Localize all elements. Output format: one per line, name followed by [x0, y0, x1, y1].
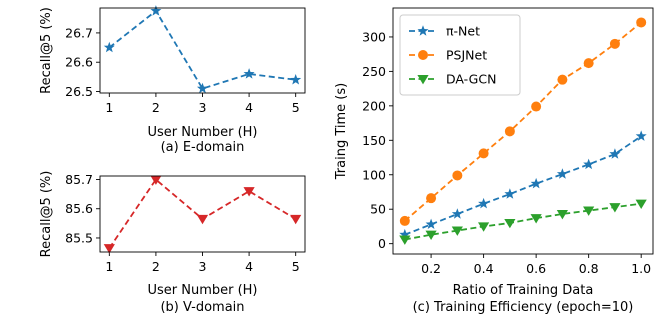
- data-point: [150, 5, 162, 16]
- data-point: [635, 130, 647, 141]
- data-point: [425, 230, 437, 241]
- data-point: [290, 214, 302, 225]
- data-point: [196, 82, 209, 94]
- data-point: [243, 68, 255, 79]
- data-point: [196, 214, 209, 225]
- series-line-1: [404, 21, 642, 222]
- y-tick-label: 100: [362, 167, 386, 182]
- data-point: [103, 244, 115, 254]
- x-tick-label: 0.8: [579, 261, 599, 276]
- plot-frame: [99, 7, 306, 94]
- data-point: [557, 74, 568, 85]
- x-tick-label: 4: [245, 259, 253, 274]
- x-tick-label: 3: [199, 100, 207, 115]
- data-point: [452, 170, 463, 181]
- data-point: [531, 101, 542, 112]
- series-line-0: [108, 178, 297, 249]
- panel-caption: (a) E-domain: [161, 140, 245, 155]
- panel-caption: (c) Training Efficiency (epoch=10): [413, 300, 634, 315]
- legend-marker: [417, 25, 429, 36]
- data-point: [556, 168, 568, 179]
- plot-frame: [99, 175, 306, 253]
- data-point: [609, 203, 621, 213]
- y-tick-label: 200: [362, 98, 386, 113]
- data-point: [451, 226, 463, 236]
- data-point: [426, 193, 437, 204]
- legend-marker: [418, 50, 428, 60]
- chart-panel-training-efficiency: 0.2 0.4 0.6 0.8 1.0 0 50 100 150 200 250 300 Ratio o…: [334, 7, 654, 315]
- data-point: [583, 158, 595, 170]
- y-tick-label: 26.7: [65, 25, 93, 40]
- data-point: [583, 58, 594, 69]
- data-point: [478, 197, 490, 209]
- x-tick-label: 0.4: [474, 261, 494, 276]
- y-tick-label: 85.6: [65, 201, 93, 216]
- x-tick-label: 4: [245, 100, 253, 115]
- x-tick-label: 0.2: [421, 261, 441, 276]
- x-tick-label: 0.6: [526, 261, 546, 276]
- y-tick-label: 150: [362, 133, 386, 148]
- plot-frame: [392, 7, 654, 255]
- data-point: [583, 206, 595, 216]
- x-tick-label: 2: [152, 259, 160, 274]
- data-point: [399, 228, 411, 240]
- y-tick-label: 26.6: [65, 55, 93, 70]
- x-tick-label: 5: [292, 259, 300, 274]
- x-axis-label: User Number (H): [147, 283, 257, 298]
- legend-label: DA-GCN: [446, 72, 496, 87]
- chart-panel-e-domain: 1 2 3 4 5 26.5 26.6 26.7 User Number (H) Recall@5…: [39, 5, 306, 155]
- series-line-2: [404, 202, 642, 241]
- panel-caption: (b) V-domain: [160, 300, 244, 315]
- x-tick-label: 1: [105, 100, 113, 115]
- x-tick-label: 1: [105, 259, 113, 274]
- y-tick-label: 85.5: [65, 230, 93, 245]
- data-point: [478, 148, 489, 159]
- data-point: [504, 188, 516, 199]
- x-tick-label: 5: [292, 100, 300, 115]
- y-tick-label: 300: [362, 29, 386, 44]
- x-axis-label: User Number (H): [147, 125, 257, 140]
- data-point: [635, 199, 647, 210]
- data-point: [103, 41, 115, 53]
- data-point: [609, 148, 621, 159]
- data-point: [399, 215, 410, 226]
- data-point: [451, 208, 463, 219]
- data-point: [478, 222, 490, 232]
- data-point: [556, 210, 568, 220]
- data-point: [290, 74, 302, 85]
- chart-panel-v-domain: 1 2 3 4 5 85.5 85.6 85.7 User Number (H) Recall@5…: [39, 171, 306, 315]
- data-point: [609, 38, 620, 49]
- legend-marker: [417, 74, 429, 85]
- data-point: [504, 218, 516, 229]
- x-tick-label: 2: [152, 100, 160, 115]
- y-axis-label: Recall@5 (%): [39, 171, 54, 258]
- data-point: [636, 17, 647, 28]
- series-line-0: [108, 9, 296, 90]
- y-axis-label: Traing Time (s): [334, 83, 349, 180]
- x-axis-label: Ratio of Training Data: [453, 283, 594, 298]
- series-line-0: [404, 135, 642, 236]
- data-point: [150, 175, 162, 185]
- y-tick-label: 26.5: [65, 84, 93, 99]
- x-tick-label: 3: [199, 259, 207, 274]
- data-point: [399, 235, 411, 245]
- y-tick-label: 50: [370, 202, 386, 217]
- legend-label: π-Net: [446, 24, 480, 39]
- y-tick-label: 0: [378, 236, 386, 251]
- data-point: [530, 214, 542, 224]
- legend-box: [399, 14, 521, 96]
- data-point: [243, 187, 255, 197]
- data-point: [425, 218, 437, 230]
- x-tick-label: 1.0: [631, 261, 651, 276]
- y-axis-label: Recall@5 (%): [39, 7, 54, 94]
- y-tick-label: 250: [362, 64, 386, 79]
- data-point: [530, 177, 542, 189]
- data-point: [504, 126, 515, 137]
- legend-label: PSJNet: [446, 48, 487, 63]
- y-tick-label: 85.7: [65, 172, 93, 187]
